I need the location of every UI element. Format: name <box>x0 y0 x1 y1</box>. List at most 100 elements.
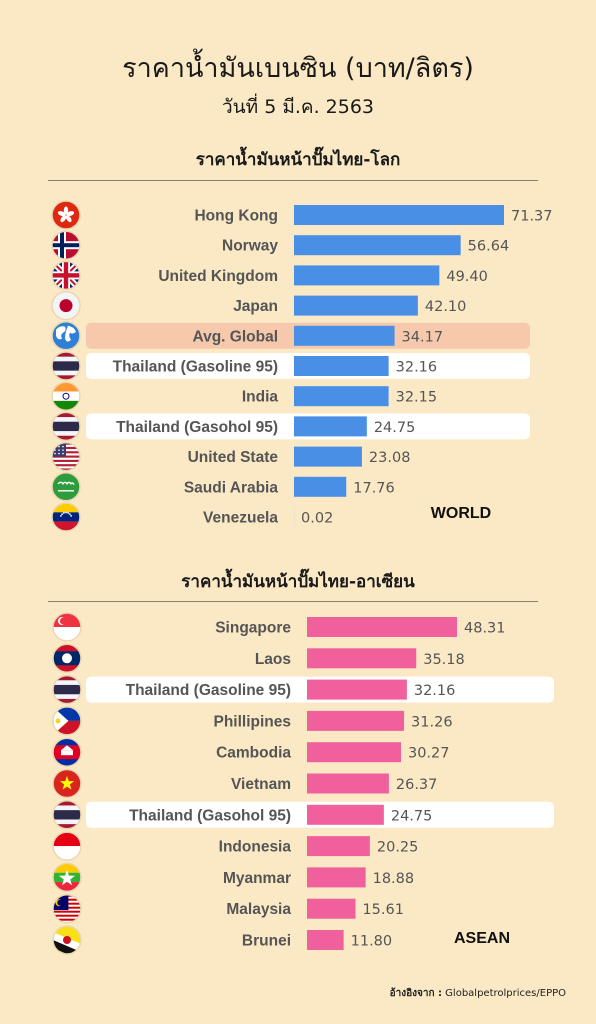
united-states-flag-icon <box>51 441 81 472</box>
asean-brunei-10-label: Brunei <box>242 933 291 950</box>
world-hong-kong-0-label: Hong Kong <box>194 208 278 225</box>
world-thailand-gasoline-95-5-bar <box>294 356 389 376</box>
asean-malaysia-9-label: Malaysia <box>226 901 291 918</box>
world-venezuela-10-value: 0.02 <box>301 511 333 527</box>
asean-bar-chart: Singapore 48.31 Laos 35.18 Thailand (Gasolin… <box>52 612 554 955</box>
asean-singapore-0-value: 48.31 <box>464 621 506 637</box>
asean-indonesia-7-label: Indonesia <box>219 839 292 856</box>
source-note: อ้างอิงจาก : Globalpetrolprices/EPPO <box>390 986 566 1001</box>
world-avg-global-4-bar <box>294 325 395 346</box>
norway-flag-icon <box>51 230 81 260</box>
asean-cambodia-4-value: 30.27 <box>408 746 450 762</box>
world-saudi-arabia-9-value: 17.76 <box>353 480 395 496</box>
world-saudi-arabia-9-label: Saudi Arabia <box>184 479 279 496</box>
singapore-flag-icon <box>52 612 82 642</box>
asean-thailand-gasoline-95-2-value: 32.16 <box>414 683 456 699</box>
world-divider <box>48 180 538 181</box>
asean-malaysia-9-bar <box>307 898 356 919</box>
world-india-6-bar <box>294 386 389 407</box>
page-title: ราคาน้ำมันเบนซิน (บาท/ลิตร) <box>122 53 474 84</box>
asean-laos-1-label: Laos <box>255 651 291 668</box>
world-avg-global-4-label: Avg. Global <box>192 328 278 345</box>
asean-myanmar-8-value: 18.88 <box>373 871 415 887</box>
asean-laos-1-bar <box>307 648 417 669</box>
world-norway-1-label: Norway <box>222 238 278 255</box>
asean-malaysia-9-value: 15.61 <box>362 902 404 918</box>
world-venezuela-10-label: Venezuela <box>203 510 278 527</box>
world-united-state-8-label: United State <box>188 449 279 466</box>
vietnam-flag-icon <box>52 768 82 799</box>
world-united-kingdom-2-label: United Kingdom <box>158 268 278 285</box>
asean-phillipines-3-label: Phillipines <box>213 713 291 730</box>
thailand-flag-icon <box>51 411 81 442</box>
world-thailand-gasohol-95-7-value: 24.75 <box>374 420 416 436</box>
world-avg-global-4-value: 34.17 <box>402 329 444 345</box>
world-japan-3-value: 42.10 <box>425 299 467 315</box>
world-section-title: ราคาน้ำมันหน้าปั๊มไทย-โลก <box>195 150 401 170</box>
indonesia-flag-icon <box>52 831 82 861</box>
asean-thailand-gasohol-95-6-value: 24.75 <box>391 808 433 824</box>
world-saudi-arabia-9-bar <box>294 476 347 497</box>
brunei-flag-icon <box>52 925 82 955</box>
world-bar-chart: Hong Kong 71.37 Norway 56.64 United Kingdom 4… <box>51 200 553 532</box>
asean-indonesia-7-value: 20.25 <box>377 840 419 856</box>
asean-indonesia-7-bar <box>307 836 370 857</box>
world-hong-kong-0-bar <box>294 205 504 225</box>
asean-vietnam-5-value: 26.37 <box>396 777 438 793</box>
asean-vietnam-5-bar <box>307 773 389 794</box>
asean-section-title: ราคาน้ำมันหน้าปั๊มไทย-อาเซียน <box>181 572 415 592</box>
saudi-arabia-flag-icon <box>51 472 81 502</box>
asean-vietnam-5-label: Vietnam <box>231 776 291 793</box>
asean-cambodia-4-bar <box>307 742 401 763</box>
asean-phillipines-3-bar <box>307 710 405 731</box>
asean-laos-1-value: 35.18 <box>423 652 465 668</box>
source-text: Globalpetrolprices/EPPO <box>445 988 566 999</box>
japan-flag-icon <box>51 290 81 321</box>
world-thailand-gasohol-95-7-label: Thailand (Gasohol 95) <box>116 419 278 436</box>
united-kingdom-flag-icon <box>51 260 81 291</box>
malaysia-flag-icon <box>52 893 82 924</box>
asean-myanmar-8-label: Myanmar <box>223 870 291 887</box>
asean-thailand-gasoline-95-2-label: Thailand (Gasoline 95) <box>126 682 291 699</box>
asean-divider <box>48 601 538 602</box>
globe-icon <box>51 321 81 351</box>
india-flag-icon <box>51 381 81 411</box>
world-japan-3-bar <box>294 295 418 316</box>
world-thailand-gasoline-95-5-value: 32.16 <box>396 360 438 376</box>
venezuela-flag-icon <box>51 502 81 532</box>
laos-flag-icon <box>52 643 82 674</box>
asean-thailand-gasohol-95-6-label: Thailand (Gasohol 95) <box>129 807 291 824</box>
world-united-kingdom-2-bar <box>294 265 440 286</box>
philippines-flag-icon <box>52 706 82 736</box>
thailand-flag-icon <box>52 674 82 705</box>
world-india-6-label: India <box>242 389 279 406</box>
myanmar-flag-icon <box>52 862 82 893</box>
world-united-state-8-value: 23.08 <box>369 450 411 466</box>
asean-myanmar-8-bar <box>307 867 366 888</box>
world-india-6-value: 32.15 <box>396 390 438 406</box>
asean-tag: ASEAN <box>454 930 510 947</box>
world-japan-3-label: Japan <box>233 298 278 315</box>
source-label: อ้างอิงจาก : <box>389 988 442 999</box>
asean-thailand-gasohol-95-6-bar <box>307 804 384 825</box>
asean-cambodia-4-label: Cambodia <box>216 745 291 762</box>
asean-singapore-0-label: Singapore <box>215 620 291 637</box>
world-norway-1-value: 56.64 <box>468 239 510 255</box>
hong-kong-flag-icon <box>51 200 81 230</box>
world-thailand-gasoline-95-5-label: Thailand (Gasoline 95) <box>113 359 278 376</box>
thailand-flag-icon <box>51 351 81 381</box>
world-norway-1-bar <box>294 235 461 256</box>
asean-thailand-gasoline-95-2-bar <box>307 679 407 700</box>
asean-brunei-10-bar <box>307 930 344 950</box>
world-united-kingdom-2-value: 49.40 <box>446 269 488 285</box>
asean-singapore-0-bar <box>307 617 457 637</box>
cambodia-flag-icon <box>52 737 82 767</box>
world-thailand-gasohol-95-7-bar <box>294 416 367 437</box>
page-subtitle: วันที่ 5 มี.ค. 2563 <box>221 96 375 118</box>
world-hong-kong-0-value: 71.37 <box>511 209 553 225</box>
thailand-flag-icon <box>52 800 82 830</box>
world-united-state-8-bar <box>294 446 362 467</box>
asean-phillipines-3-value: 31.26 <box>411 714 453 730</box>
world-tag: WORLD <box>431 505 491 522</box>
asean-brunei-10-value: 11.80 <box>351 934 393 950</box>
